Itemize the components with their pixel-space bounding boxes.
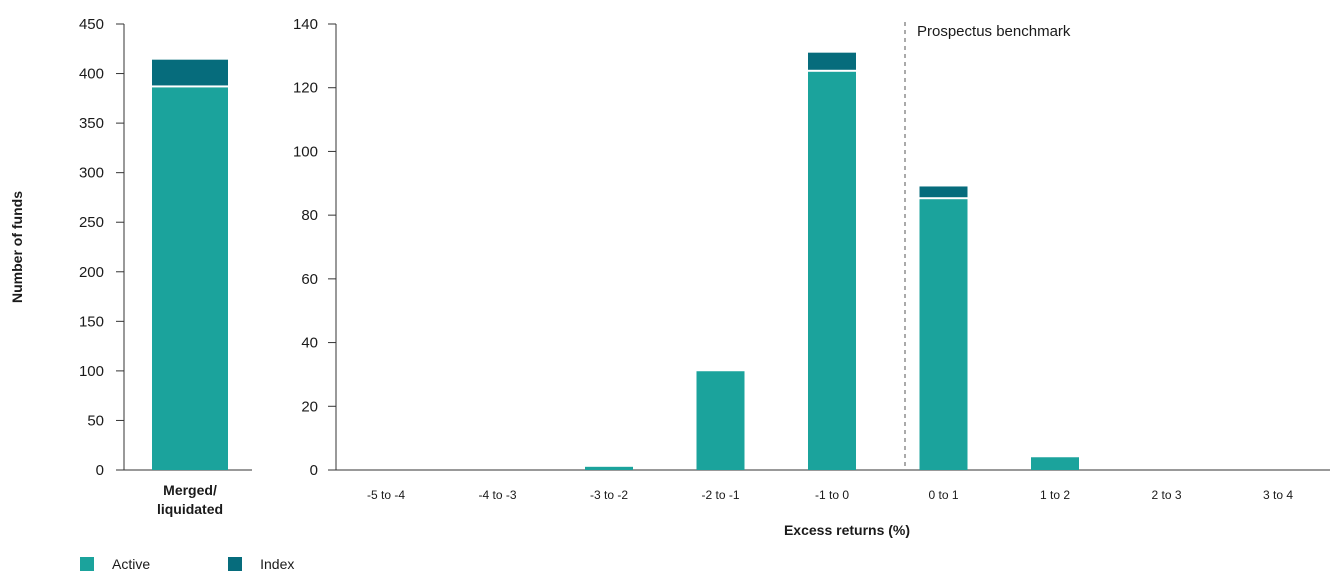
bar-active-5 — [919, 199, 968, 470]
left-y-tick-label: 250 — [79, 214, 104, 231]
legend-label-active: Active — [112, 556, 151, 572]
right-y-tick-label: 140 — [293, 16, 318, 33]
x-tick-label: -2 to -1 — [701, 488, 739, 502]
left-y-ticks: 450 400 350 300 250 200 150 100 50 0 — [79, 16, 124, 479]
left-y-tick-label: 150 — [79, 313, 104, 330]
y-axis-title: Number of funds — [9, 191, 25, 303]
left-y-tick-label: 300 — [79, 165, 104, 182]
left-y-tick-label: 100 — [79, 363, 104, 380]
left-y-tick-label: 450 — [79, 16, 104, 33]
x-tick-label: -4 to -3 — [478, 488, 516, 502]
x-tick-label: 2 to 3 — [1151, 488, 1181, 502]
legend-label-index: Index — [260, 556, 295, 572]
bar-index-merged — [152, 59, 228, 86]
left-category-label-line1: Merged/ — [163, 482, 217, 498]
x-tick-label: 3 to 4 — [1263, 488, 1293, 502]
legend-swatch-index — [228, 557, 243, 571]
left-y-tick-label: 350 — [79, 115, 104, 132]
left-category-label-line2: liquidated — [157, 501, 223, 517]
left-y-tick-label: 200 — [79, 264, 104, 281]
bar-active-6 — [1031, 457, 1079, 470]
right-y-tick-label: 20 — [301, 398, 318, 415]
right-bars — [585, 52, 1079, 471]
x-tick-label: 1 to 2 — [1040, 488, 1070, 502]
bar-active-2 — [585, 466, 633, 470]
right-y-tick-label: 120 — [293, 80, 318, 97]
bar-active-merged — [152, 87, 228, 470]
right-y-ticks: 140 120 100 80 60 40 20 0 — [293, 16, 336, 479]
bar-active-3 — [696, 371, 745, 470]
legend: Active Index — [80, 556, 372, 572]
bar-index-4 — [808, 52, 856, 70]
right-y-tick-label: 100 — [293, 143, 318, 160]
x-tick-label: 0 to 1 — [928, 488, 958, 502]
x-tick-label: -5 to -4 — [367, 488, 405, 502]
right-x-ticks: -5 to -4 -4 to -3 -3 to -2 -2 to -1 -1 to 0 0… — [367, 488, 1293, 502]
left-y-tick-label: 0 — [96, 462, 104, 479]
left-y-tick-label: 400 — [79, 66, 104, 83]
right-y-tick-label: 40 — [301, 335, 318, 352]
legend-item-index: Index — [228, 556, 294, 572]
x-axis-title: Excess returns (%) — [784, 522, 910, 538]
x-tick-label: -1 to 0 — [815, 488, 849, 502]
right-y-tick-label: 80 — [301, 207, 318, 224]
left-y-tick-label: 50 — [87, 412, 104, 429]
benchmark-label: Prospectus benchmark — [917, 23, 1071, 40]
legend-swatch-active — [80, 557, 94, 571]
bar-active-4 — [808, 71, 856, 471]
bar-index-5 — [919, 186, 968, 198]
x-tick-label: -3 to -2 — [590, 488, 628, 502]
legend-item-active: Active — [80, 556, 150, 572]
left-bars — [152, 59, 228, 470]
right-y-tick-label: 60 — [301, 271, 318, 288]
right-y-tick-label: 0 — [310, 462, 318, 479]
